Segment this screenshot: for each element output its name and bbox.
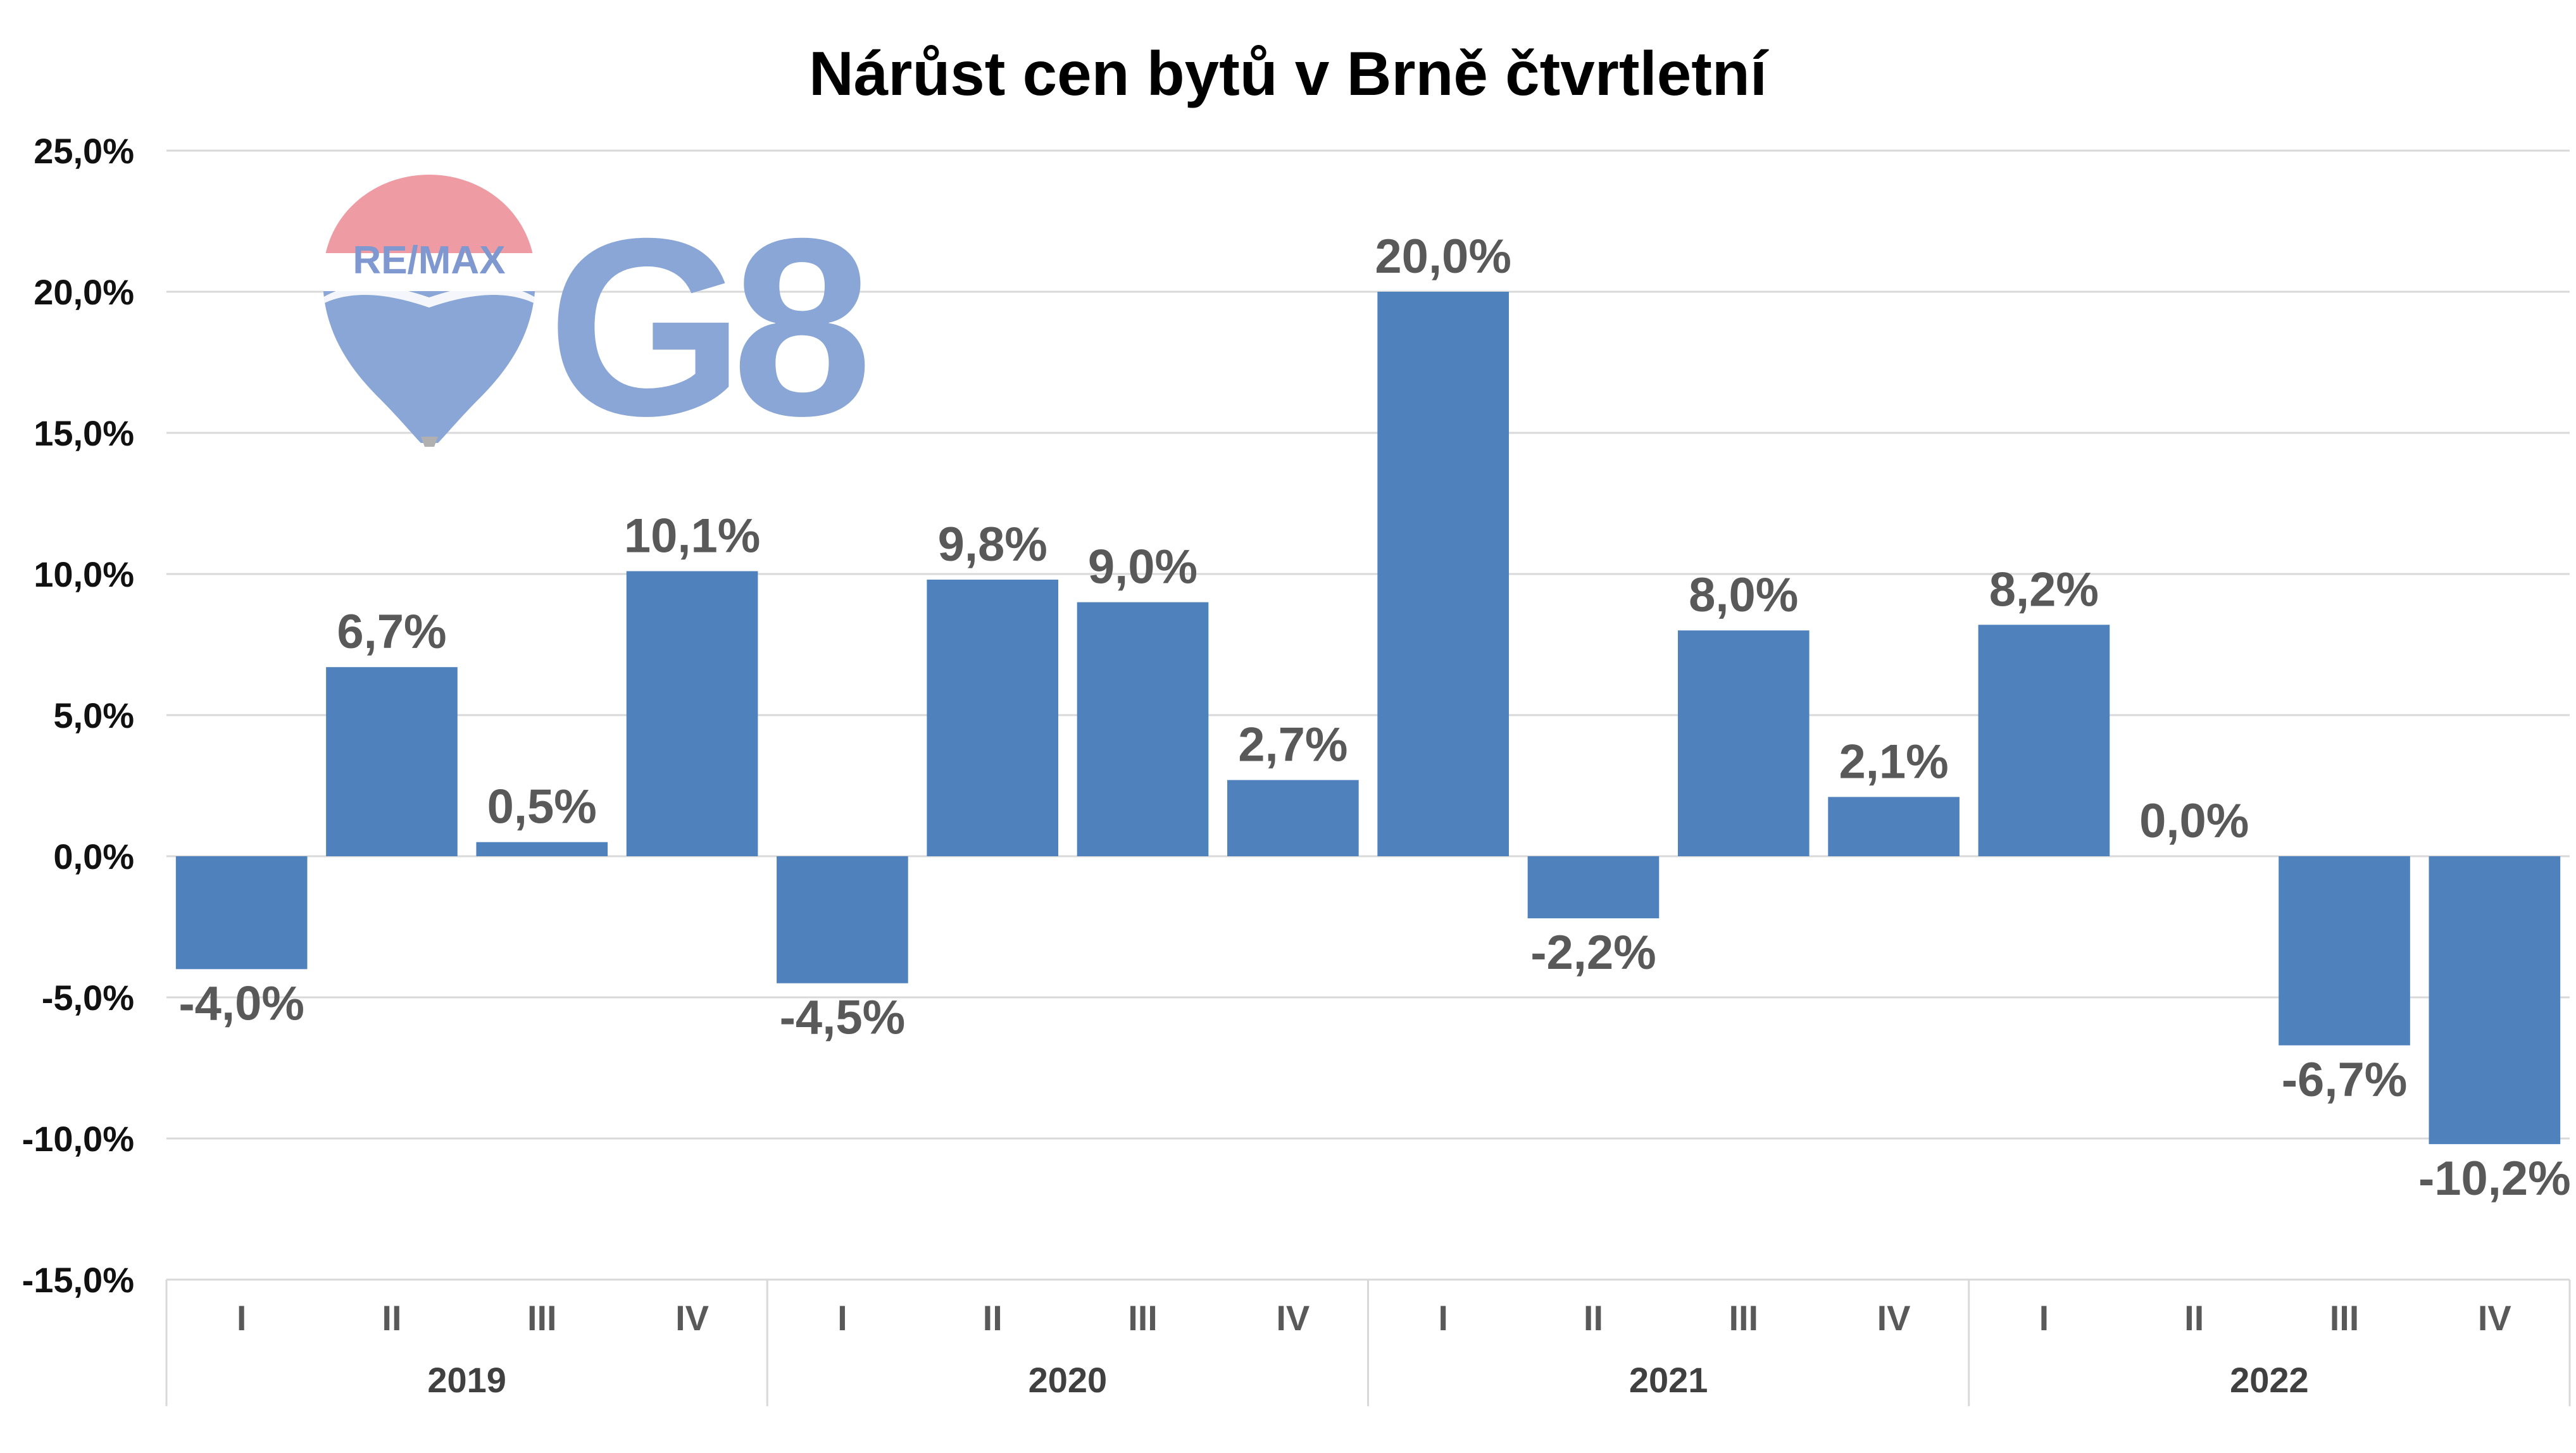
data-label: 8,2% [1989,563,2099,616]
quarter-label: IV [1276,1298,1310,1338]
quarter-label: III [527,1298,557,1338]
bar [626,571,758,856]
balloon-icon: RE/MAX [323,175,535,447]
bar [175,856,308,970]
data-label: -6,7% [2282,1053,2408,1107]
quarter-label: IV [2478,1298,2511,1338]
y-tick-label: -5,0% [42,978,134,1018]
data-label: 2,1% [1839,735,1948,789]
quarter-label: IV [675,1298,709,1338]
bar [1377,292,1509,856]
quarter-label: II [1584,1298,1603,1338]
data-label: -10,2% [2418,1152,2571,1206]
data-label: 10,1% [624,509,761,563]
data-label: 2,7% [1238,718,1347,772]
chart-title: Nárůst cen bytů v Brně čtvrtletní [809,39,1769,108]
bar [777,856,908,983]
y-tick-label: 10,0% [34,554,134,594]
bar [1828,797,1960,856]
data-label: -2,2% [1530,926,1656,980]
bar [1077,602,1209,856]
y-tick-label: -15,0% [22,1260,134,1300]
data-label: 0,5% [487,780,597,834]
remax-g8-logo: RE/MAX G8 [323,175,879,468]
year-label: 2020 [1029,1360,1108,1400]
bar [326,667,458,856]
data-label: 9,0% [1088,540,1197,594]
balloon-brand-text: RE/MAX [353,239,505,282]
quarter-label: III [1729,1298,1758,1338]
bar [1527,856,1660,919]
y-tick-label: -10,0% [22,1119,134,1159]
bar [2279,856,2410,1045]
quarter-label: I [837,1298,847,1338]
y-tick-label: 5,0% [53,695,134,735]
data-label: -4,5% [780,991,906,1045]
bar [927,579,1059,856]
quarter-label: II [2184,1298,2204,1338]
data-label: 9,8% [938,518,1047,571]
bars [175,292,2561,1144]
year-label: 2022 [2230,1360,2309,1400]
bar [476,842,608,856]
data-label: -4,0% [178,976,304,1030]
data-labels: -4,0% 6,7% 0,5% 10,1% -4,5% 9,8% 9,0% 2,7% 20,0%… [178,230,2570,1206]
quarter-label: I [1438,1298,1448,1338]
quarter-label: II [382,1298,401,1338]
quarter-label: III [1128,1298,1158,1338]
y-tick-label: 15,0% [34,413,134,453]
y-tick-label: 20,0% [34,272,134,312]
bar [1978,625,2110,856]
bar [1677,630,1810,856]
g8-brand-text: G8 [547,185,866,468]
quarter-label: III [2330,1298,2360,1338]
quarter-label: I [2039,1298,2049,1338]
quarter-label: II [983,1298,1003,1338]
data-label: 20,0% [1375,230,1511,284]
y-axis: 25,0% 20,0% 15,0% 10,0% 5,0% 0,0% -5,0% -10,0% -… [22,131,134,1300]
year-label: 2019 [427,1360,506,1400]
quarter-label: I [237,1298,247,1338]
data-label: 0,0% [2139,794,2249,848]
quarter-label: IV [1877,1298,1911,1338]
bar [1227,780,1359,856]
y-tick-label: 25,0% [34,131,134,171]
y-tick-label: 0,0% [53,837,134,876]
year-label: 2021 [1629,1360,1708,1400]
bar [2429,856,2561,1144]
data-label: 6,7% [337,605,446,659]
data-label: 8,0% [1689,568,1798,622]
